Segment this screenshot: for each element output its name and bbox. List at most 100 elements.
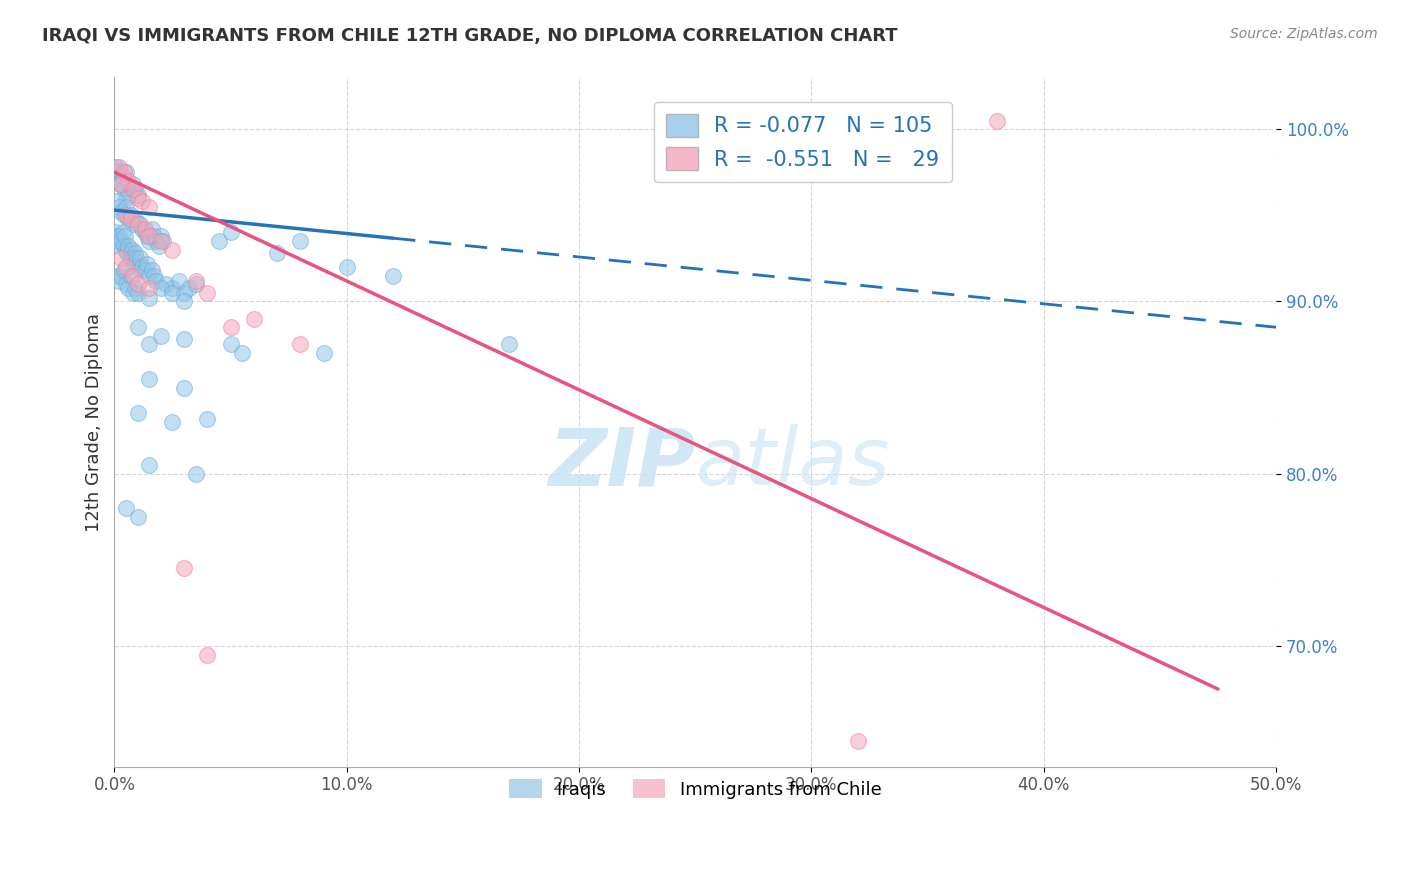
Point: [136, 256, 159, 270]
Point: [129, 217, 152, 231]
Point: [110, 178, 132, 192]
Point: [108, 274, 131, 288]
Point: [122, 285, 145, 300]
Point: [169, 274, 191, 288]
Point: [138, 268, 160, 283]
Point: [115, 200, 138, 214]
Point: [184, 467, 207, 481]
Point: [142, 229, 165, 244]
Point: [120, 211, 142, 226]
Point: [138, 372, 160, 386]
Point: [336, 260, 359, 274]
Point: [138, 280, 160, 294]
Point: [162, 243, 184, 257]
Point: [117, 174, 139, 188]
Point: [115, 246, 138, 260]
Point: [134, 263, 156, 277]
Point: [138, 458, 160, 472]
Point: [110, 252, 132, 266]
Point: [117, 239, 139, 253]
Point: [134, 222, 156, 236]
Point: [155, 277, 177, 292]
Point: [124, 246, 146, 260]
Point: [110, 268, 132, 283]
Point: [125, 252, 148, 266]
Point: [112, 263, 135, 277]
Text: ZIP: ZIP: [548, 425, 695, 502]
Point: [195, 285, 218, 300]
Point: [110, 234, 132, 248]
Point: [142, 268, 165, 283]
Point: [122, 268, 145, 283]
Point: [111, 169, 134, 183]
Point: [312, 346, 335, 360]
Point: [105, 194, 128, 209]
Point: [115, 191, 138, 205]
Point: [141, 263, 163, 277]
Point: [129, 252, 152, 266]
Point: [134, 226, 156, 240]
Point: [112, 239, 135, 253]
Point: [145, 234, 167, 248]
Point: [138, 291, 160, 305]
Point: [110, 204, 132, 219]
Point: [108, 163, 131, 178]
Point: [108, 160, 131, 174]
Point: [122, 256, 145, 270]
Point: [120, 208, 142, 222]
Point: [152, 234, 174, 248]
Point: [124, 182, 146, 196]
Point: [177, 280, 200, 294]
Point: [148, 239, 170, 253]
Point: [117, 280, 139, 294]
Point: [110, 178, 132, 192]
Point: [108, 229, 131, 244]
Point: [195, 648, 218, 662]
Point: [498, 337, 520, 351]
Point: [138, 234, 160, 248]
Point: [136, 229, 159, 244]
Text: IRAQI VS IMMIGRANTS FROM CHILE 12TH GRADE, NO DIPLOMA CORRELATION CHART: IRAQI VS IMMIGRANTS FROM CHILE 12TH GRAD…: [42, 27, 898, 45]
Point: [127, 509, 149, 524]
Point: [208, 234, 231, 248]
Point: [219, 226, 242, 240]
Point: [122, 178, 145, 192]
Point: [131, 222, 153, 236]
Point: [138, 337, 160, 351]
Point: [114, 229, 136, 244]
Point: [173, 294, 195, 309]
Point: [219, 320, 242, 334]
Point: [115, 165, 138, 179]
Point: [141, 222, 163, 236]
Point: [138, 200, 160, 214]
Point: [104, 160, 127, 174]
Point: [127, 406, 149, 420]
Point: [120, 268, 142, 283]
Point: [117, 187, 139, 202]
Point: [173, 332, 195, 346]
Point: [184, 274, 207, 288]
Point: [173, 285, 195, 300]
Point: [112, 165, 135, 179]
Point: [122, 217, 145, 231]
Point: [127, 320, 149, 334]
Point: [145, 274, 167, 288]
Point: [162, 285, 184, 300]
Point: [117, 211, 139, 226]
Point: [138, 229, 160, 244]
Point: [112, 182, 135, 196]
Point: [120, 182, 142, 196]
Point: [162, 415, 184, 429]
Point: [115, 277, 138, 292]
Point: [149, 234, 172, 248]
Point: [118, 252, 141, 266]
Point: [162, 280, 184, 294]
Point: [122, 182, 145, 196]
Point: [105, 165, 128, 179]
Point: [112, 208, 135, 222]
Point: [986, 113, 1008, 128]
Point: [127, 217, 149, 231]
Point: [115, 243, 138, 257]
Point: [124, 280, 146, 294]
Point: [110, 239, 132, 253]
